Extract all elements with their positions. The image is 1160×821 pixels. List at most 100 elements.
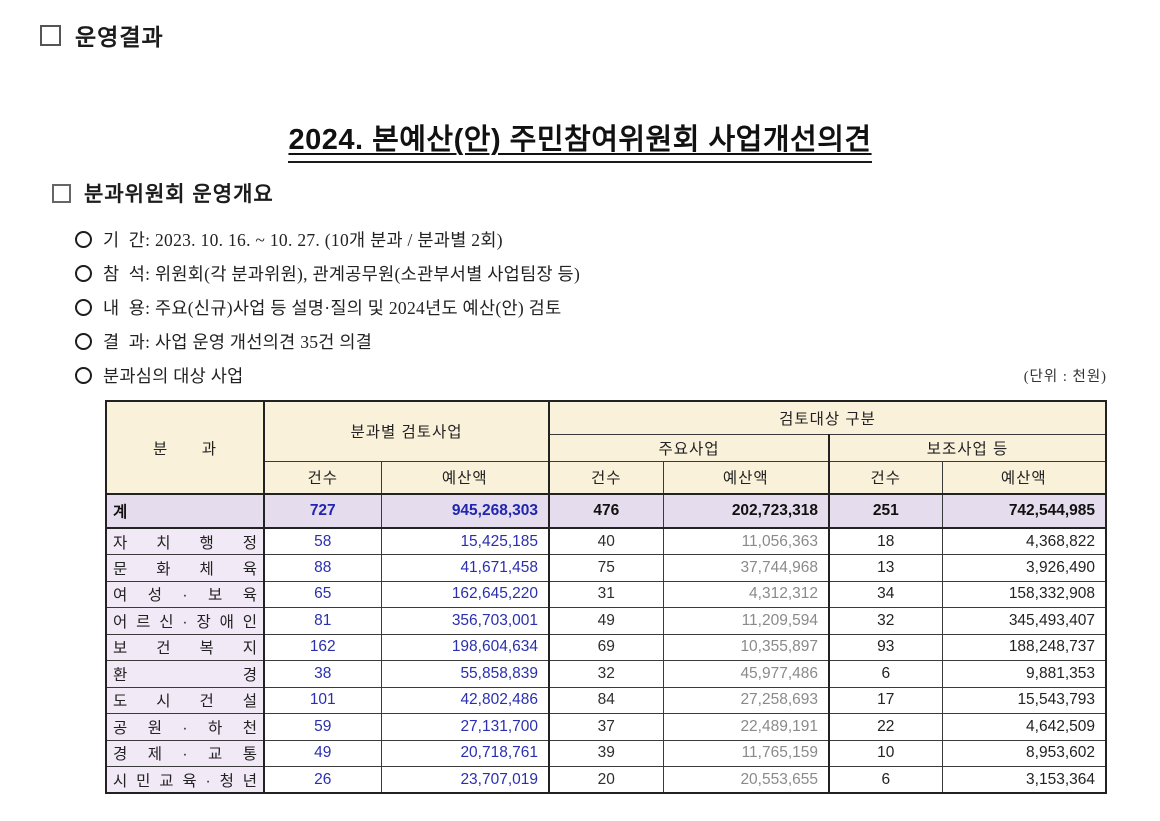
- value-cell: 23,707,019: [380, 766, 550, 794]
- budget-table: 분 과 분과별 검토사업 검토대상 구분 주요사업 보조사업 등 건수 예산액 …: [105, 400, 1108, 794]
- value-cell: 37: [548, 713, 664, 741]
- value-cell: 59: [263, 713, 382, 741]
- value-cell: 356,703,001: [380, 607, 550, 635]
- header-category: 분 과: [105, 400, 265, 495]
- category-cell: 자 치 행 정: [105, 527, 265, 555]
- table-row: 경 제 · 교 통 49 20,718,761 39 11,765,159 10 8,953…: [105, 739, 1107, 767]
- value-cell: 4,642,509: [941, 713, 1107, 741]
- value-cell: 75: [548, 554, 664, 582]
- table-row: 어 르 신 · 장 애 인 81 356,703,001 49 11,209,594 32…: [105, 607, 1107, 635]
- value-cell: 81: [263, 607, 382, 635]
- bullet-item-period: 기 간: 2023. 10. 16. ~ 10. 27. (10개 분과 / 분…: [75, 222, 1160, 256]
- header-sub-main: 주요사업: [548, 433, 830, 462]
- value-cell: 4,312,312: [662, 580, 830, 608]
- value-cell: 26: [263, 766, 382, 794]
- value-cell: 49: [548, 607, 664, 635]
- category-cell: 경 제 · 교 통: [105, 739, 265, 767]
- header-count: 건수: [263, 460, 382, 495]
- bullet-item-result: 결 과: 사업 운영 개선의견 35건 의결: [75, 324, 1160, 358]
- value-cell: 20,718,761: [380, 739, 550, 767]
- bullet-text: 참 석: 위원회(각 분과위원), 관계공무원(소관부서별 사업팀장 등): [103, 263, 581, 284]
- value-cell: 58: [263, 527, 382, 555]
- header-group-review: 분과별 검토사업: [262, 400, 550, 462]
- bullet-text: 결 과: 사업 운영 개선의견 35건 의결: [103, 331, 373, 352]
- category-cell: 어 르 신 · 장 애 인: [105, 607, 265, 635]
- section-heading-text: 분과위원회 운영개요: [84, 183, 274, 206]
- document-title: 2024. 본예산(안) 주민참여위원회 사업개선의견: [40, 116, 1120, 163]
- value-cell: 84: [548, 686, 664, 714]
- value-cell: 22,489,191: [662, 713, 830, 741]
- bullet-list: 기 간: 2023. 10. 16. ~ 10. 27. (10개 분과 / 분…: [75, 222, 1160, 392]
- circle-bullet-icon: [75, 230, 92, 248]
- value-cell: 69: [548, 633, 664, 661]
- circle-bullet-icon: [75, 264, 92, 282]
- value-cell: 55,858,839: [380, 660, 550, 688]
- square-bullet-icon: [40, 24, 61, 46]
- value-cell: 6: [828, 660, 943, 688]
- value-cell: 39: [548, 739, 664, 767]
- header-count: 건수: [548, 460, 664, 495]
- value-cell: 11,056,363: [662, 527, 830, 555]
- value-cell: 40: [548, 527, 664, 555]
- section-heading: 분과위원회 운영개요: [52, 178, 1160, 208]
- value-cell: 158,332,908: [941, 580, 1107, 608]
- table-row: 문 화 체 육 88 41,671,458 75 37,744,968 13 3,926,4…: [105, 554, 1107, 582]
- value-cell: 3,926,490: [941, 554, 1107, 582]
- total-value-cell: 251: [828, 493, 943, 529]
- value-cell: 101: [263, 686, 382, 714]
- value-cell: 11,765,159: [662, 739, 830, 767]
- value-cell: 9,881,353: [941, 660, 1107, 688]
- category-cell: 문 화 체 육: [105, 554, 265, 582]
- total-value-cell: 727: [263, 493, 382, 529]
- value-cell: 345,493,407: [941, 607, 1107, 635]
- value-cell: 41,671,458: [380, 554, 550, 582]
- value-cell: 32: [548, 660, 664, 688]
- circle-bullet-icon: [75, 298, 92, 316]
- bullet-item-target-projects: 분과심의 대상 사업 (단위 : 천원): [75, 358, 1107, 392]
- value-cell: 4,368,822: [941, 527, 1107, 555]
- value-cell: 88: [263, 554, 382, 582]
- unit-note: (단위 : 천원): [1023, 368, 1107, 385]
- bullet-item-attendees: 참 석: 위원회(각 분과위원), 관계공무원(소관부서별 사업팀장 등): [75, 256, 1160, 290]
- value-cell: 10: [828, 739, 943, 767]
- value-cell: 11,209,594: [662, 607, 830, 635]
- total-label-cell: 계: [105, 493, 265, 529]
- value-cell: 13: [828, 554, 943, 582]
- circle-bullet-icon: [75, 366, 92, 384]
- category-cell: 여 성 · 보 육: [105, 580, 265, 608]
- bullet-text: 기 간: 2023. 10. 16. ~ 10. 27. (10개 분과 / 분…: [103, 229, 503, 250]
- bullet-text: 내 용: 주요(신규)사업 등 설명·질의 및 2024년도 예산(안) 검토: [103, 297, 562, 318]
- value-cell: 37,744,968: [662, 554, 830, 582]
- value-cell: 17: [828, 686, 943, 714]
- total-value-cell: 945,268,303: [380, 493, 550, 529]
- table-row: 여 성 · 보 육 65 162,645,220 31 4,312,312 34 158,3…: [105, 580, 1107, 608]
- value-cell: 20,553,655: [662, 766, 830, 794]
- value-cell: 10,355,897: [662, 633, 830, 661]
- document-title-text: 2024. 본예산(안) 주민참여위원회 사업개선의견: [288, 124, 872, 163]
- value-cell: 15,543,793: [941, 686, 1107, 714]
- value-cell: 18: [828, 527, 943, 555]
- value-cell: 49: [263, 739, 382, 767]
- table-row: 보 건 복 지 162 198,604,634 69 10,355,897 93 188,2…: [105, 633, 1107, 661]
- value-cell: 32: [828, 607, 943, 635]
- header-group-target: 검토대상 구분: [548, 400, 1107, 435]
- value-cell: 6: [828, 766, 943, 794]
- table-row: 환 경 38 55,858,839 32 45,977,486 6 9,881,353: [105, 660, 1107, 688]
- total-value-cell: 202,723,318: [662, 493, 830, 529]
- category-cell: 환 경: [105, 660, 265, 688]
- bullet-item-content: 내 용: 주요(신규)사업 등 설명·질의 및 2024년도 예산(안) 검토: [75, 290, 1160, 324]
- header-budget: 예산액: [380, 460, 550, 495]
- total-value-cell: 476: [548, 493, 664, 529]
- category-cell: 보 건 복 지: [105, 633, 265, 661]
- circle-bullet-icon: [75, 332, 92, 350]
- value-cell: 162,645,220: [380, 580, 550, 608]
- value-cell: 93: [828, 633, 943, 661]
- value-cell: 27,131,700: [380, 713, 550, 741]
- value-cell: 22: [828, 713, 943, 741]
- value-cell: 42,802,486: [380, 686, 550, 714]
- value-cell: 198,604,634: [380, 633, 550, 661]
- bullet-text: 분과심의 대상 사업: [103, 365, 244, 386]
- category-cell: 시 민 교 육 · 청 년: [105, 766, 265, 794]
- header-budget: 예산액: [662, 460, 830, 495]
